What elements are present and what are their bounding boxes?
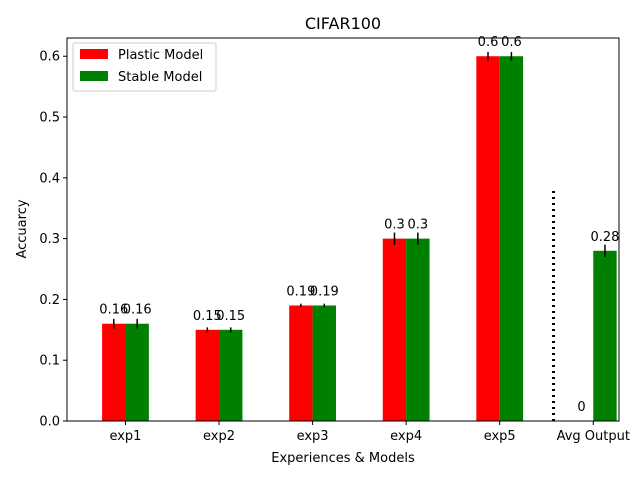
- x-tick-label: exp2: [203, 429, 235, 444]
- plot-area: 0.16 0.15 0.19 0.3 0.6 0 0.16 0.15 0.19 0.3 0.6 0.2…: [99, 35, 619, 421]
- y-tick-label: 0.5: [39, 111, 60, 126]
- bar-stable: [219, 329, 243, 421]
- y-tick-label: 0.6: [39, 50, 60, 65]
- data-label: 0.15: [216, 309, 245, 324]
- chart-title: CIFAR100: [305, 14, 381, 33]
- bar-stable: [406, 238, 430, 421]
- x-tick-label: exp3: [297, 429, 329, 444]
- legend-label-stable: Stable Model: [118, 70, 202, 85]
- y-tick-label: 0.1: [39, 354, 60, 369]
- plot-frame: [66, 37, 620, 422]
- x-tick-label: Avg Output: [557, 429, 630, 444]
- bar-plastic: [382, 238, 407, 421]
- x-tick-label: exp5: [484, 429, 516, 444]
- x-tick-label: exp1: [109, 429, 141, 444]
- legend-swatch-stable: [80, 71, 108, 81]
- bar-plastic: [476, 56, 500, 421]
- bar-plastic: [102, 323, 126, 421]
- data-label: 0.3: [408, 218, 429, 233]
- y-tick-label: 0.2: [39, 293, 60, 308]
- bar-stable: [593, 250, 617, 421]
- data-label: 0.3: [384, 218, 405, 233]
- legend: Plastic Model Stable Model: [72, 42, 217, 92]
- data-label: 0.6: [478, 35, 499, 50]
- y-axis-label: Accuarcy: [15, 199, 30, 258]
- y-axis: 0.0 0.1 0.2 0.3 0.4 0.5 0.6: [39, 50, 67, 430]
- data-label: 0.28: [590, 230, 619, 245]
- data-label: 0: [577, 400, 585, 415]
- data-label: 0.19: [286, 284, 315, 299]
- legend-box: [72, 42, 217, 92]
- data-label: 0.16: [99, 303, 128, 318]
- x-axis-label: Experiences & Models: [271, 451, 415, 466]
- legend-label-plastic: Plastic Model: [118, 48, 203, 63]
- y-tick-label: 0.0: [39, 415, 60, 430]
- bar-stable: [312, 305, 336, 421]
- data-label: 0.16: [123, 303, 152, 318]
- data-label: 0.19: [310, 284, 339, 299]
- x-axis: exp1 exp2 exp3 exp4 exp5 Avg Output: [109, 421, 630, 444]
- bar-stable: [499, 56, 524, 421]
- y-tick-label: 0.4: [39, 171, 60, 186]
- x-tick-label: exp4: [390, 429, 422, 444]
- y-tick-label: 0.3: [39, 232, 60, 247]
- legend-swatch-plastic: [80, 49, 108, 59]
- data-label: 0.6: [501, 35, 522, 50]
- data-label: 0.15: [193, 309, 222, 324]
- bar-plastic: [195, 329, 220, 421]
- bar-stable: [125, 323, 149, 421]
- bar-plastic: [289, 305, 313, 421]
